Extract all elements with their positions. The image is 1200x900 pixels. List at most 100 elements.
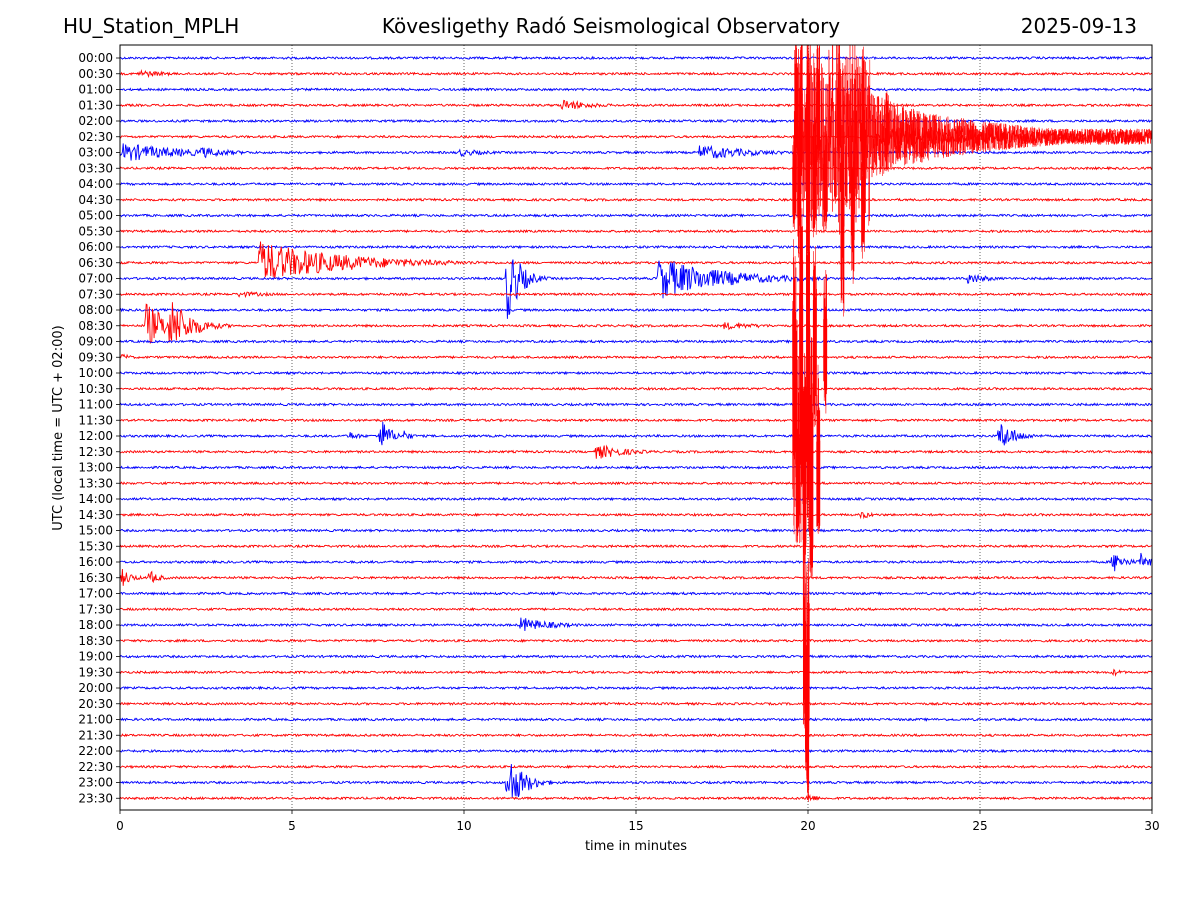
trace-row xyxy=(120,339,1152,344)
trace-row xyxy=(120,764,1152,798)
y-tick-label: 17:00 xyxy=(78,587,113,601)
y-tick-label: 15:00 xyxy=(78,524,113,538)
trace-row xyxy=(120,241,1152,279)
trace-row xyxy=(120,654,1152,659)
y-tick-label: 12:30 xyxy=(78,445,113,459)
trace-row xyxy=(120,143,1152,161)
trace-row xyxy=(120,302,1152,344)
date-label: 2025-09-13 xyxy=(1020,14,1137,38)
y-tick-label: 05:30 xyxy=(78,224,113,238)
y-tick-label: 11:30 xyxy=(78,413,113,427)
major-event-spike xyxy=(802,537,807,729)
y-tick-label: 07:30 xyxy=(78,287,113,301)
y-tick-label: 04:30 xyxy=(78,193,113,207)
y-tick-label: 00:30 xyxy=(78,67,113,81)
y-tick-label: 14:30 xyxy=(78,508,113,522)
trace-row xyxy=(120,307,1152,313)
y-tick-label: 18:30 xyxy=(78,634,113,648)
x-tick-label: 10 xyxy=(456,819,471,833)
trace-row xyxy=(120,528,1152,533)
trace-row xyxy=(120,465,1152,470)
y-tick-label: 15:30 xyxy=(78,539,113,553)
y-tick-label: 21:00 xyxy=(78,713,113,727)
major-event-spike xyxy=(809,321,814,579)
trace-row xyxy=(120,638,1152,644)
trace-row xyxy=(120,118,1152,124)
major-event-spike xyxy=(799,208,804,543)
y-tick-label: 02:00 xyxy=(78,114,113,128)
y-tick-label: 01:30 xyxy=(78,98,113,112)
major-event-spike xyxy=(804,645,808,784)
trace-row xyxy=(120,370,1152,376)
trace-row xyxy=(120,386,1152,392)
major-event-spike xyxy=(806,45,810,194)
trace-row xyxy=(120,511,1152,520)
observatory-title: Kövesligethy Radó Seismological Observat… xyxy=(381,14,841,38)
trace-row xyxy=(120,748,1152,754)
major-event-spike xyxy=(861,46,865,178)
x-tick-label: 0 xyxy=(116,819,124,833)
trace-row xyxy=(120,181,1152,187)
trace-row xyxy=(120,55,1152,61)
y-tick-label: 18:00 xyxy=(78,618,113,632)
trace-row xyxy=(120,290,1152,299)
major-event-spike xyxy=(823,131,828,234)
y-tick-label: 20:00 xyxy=(78,681,113,695)
trace-row xyxy=(120,353,1152,360)
major-event-spike xyxy=(797,104,802,258)
major-event-spike xyxy=(823,269,828,414)
trace-row xyxy=(120,259,1152,319)
y-tick-label: 23:30 xyxy=(78,791,113,805)
x-tick-label: 25 xyxy=(972,819,987,833)
major-event-spike xyxy=(816,45,820,164)
y-tick-label: 05:00 xyxy=(78,209,113,223)
y-tick-label: 08:00 xyxy=(78,303,113,317)
x-axis: 0 5 10 15 20 25 30 xyxy=(116,810,1160,833)
x-axis-label: time in minutes xyxy=(585,839,687,854)
y-tick-label: 01:00 xyxy=(78,83,113,97)
trace-row xyxy=(120,417,1152,423)
trace-row xyxy=(120,444,1152,459)
y-tick-label: 19:00 xyxy=(78,650,113,664)
y-tick-label: 09:30 xyxy=(78,350,113,364)
trace-row xyxy=(120,244,1152,250)
y-tick-label: 17:30 xyxy=(78,602,113,616)
major-event-spike xyxy=(802,304,807,565)
trace-row xyxy=(120,402,1152,407)
trace-row xyxy=(120,99,1152,111)
y-tick-label: 11:00 xyxy=(78,398,113,412)
trace-row xyxy=(120,685,1152,691)
y-tick-label: 03:00 xyxy=(78,146,113,160)
seismogram-traces xyxy=(120,45,1152,802)
major-event-spike xyxy=(840,145,845,317)
y-tick-label: 16:30 xyxy=(78,571,113,585)
trace-row xyxy=(120,607,1152,612)
x-tick-label: 15 xyxy=(628,819,643,833)
major-event-trace xyxy=(793,45,1152,235)
y-tick-label: 13:00 xyxy=(78,461,113,475)
y-tick-label: 10:30 xyxy=(78,382,113,396)
trace-row xyxy=(120,481,1152,486)
y-axis-label: UTC (local time = UTC + 02:00) xyxy=(51,325,66,530)
trace-row xyxy=(120,496,1152,502)
trace-row xyxy=(120,793,1152,802)
major-event-spike xyxy=(799,45,803,177)
major-event-spike xyxy=(812,245,817,427)
major-event-spike xyxy=(812,115,817,238)
major-event-spike xyxy=(792,239,797,535)
trace-row xyxy=(120,568,1152,586)
x-tick-label: 20 xyxy=(800,819,815,833)
y-tick-label: 04:00 xyxy=(78,177,113,191)
major-event-spike xyxy=(861,162,866,259)
y-tick-label: 02:30 xyxy=(78,130,113,144)
trace-row xyxy=(120,701,1152,707)
trace-row xyxy=(120,552,1152,572)
trace-row xyxy=(120,421,1152,446)
y-tick-label: 12:00 xyxy=(78,429,113,443)
x-tick-label: 5 xyxy=(288,819,296,833)
trace-row xyxy=(120,87,1152,92)
major-event-spike xyxy=(816,364,821,534)
y-tick-label: 20:30 xyxy=(78,697,113,711)
